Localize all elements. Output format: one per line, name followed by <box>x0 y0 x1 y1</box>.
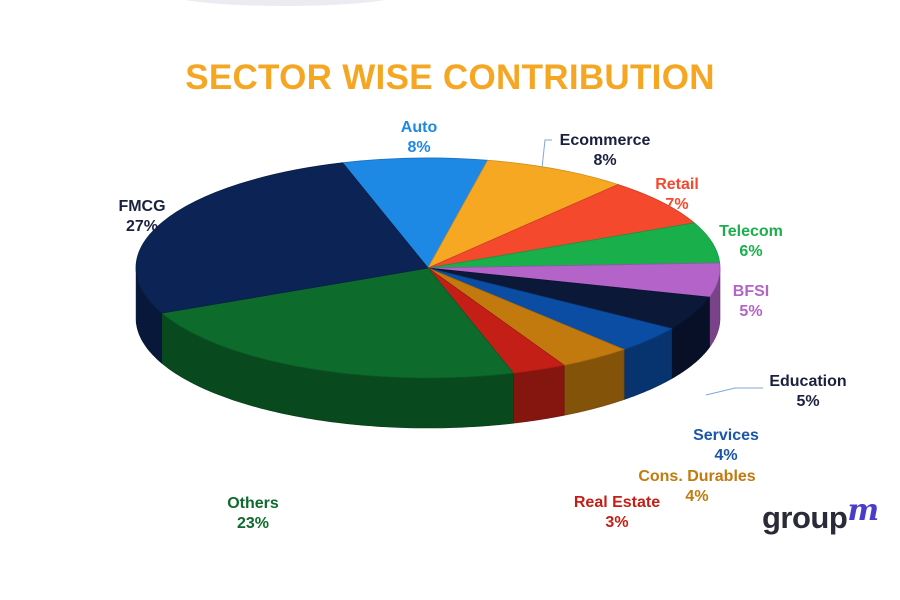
label-real-estate: Real Estate 3% <box>574 493 660 533</box>
label-retail-value: 7% <box>665 196 689 213</box>
pie-slice-fmcg <box>135 162 429 314</box>
pie-side-real-estate <box>513 364 565 424</box>
label-ecommerce-value: 8% <box>593 152 617 169</box>
label-others-name: Others <box>227 495 279 512</box>
label-cons-durables-name: Cons. Durables <box>638 468 756 485</box>
pie-slice-others <box>160 267 515 379</box>
label-auto: Auto 8% <box>401 118 437 158</box>
label-real-estate-name: Real Estate <box>573 494 661 511</box>
label-services: Services 4% <box>693 426 759 466</box>
label-education-name: Education <box>769 373 847 390</box>
label-education: Education 5% <box>769 372 846 412</box>
pie-sides <box>135 268 721 429</box>
label-telecom: Telecom 6% <box>719 222 783 262</box>
label-cons-durables: Cons. Durables 4% <box>638 467 755 507</box>
label-auto-value: 8% <box>407 139 431 156</box>
label-telecom-value: 6% <box>739 243 763 260</box>
leader-education <box>705 387 763 396</box>
groupm-logo: groupm <box>762 493 879 536</box>
pie-slice-ecommerce <box>427 159 620 269</box>
label-telecom-name: Telecom <box>719 223 783 240</box>
label-auto-name: Auto <box>400 119 438 136</box>
label-retail-name: Retail <box>655 176 699 193</box>
leader-ecommerce <box>541 139 552 169</box>
pie-top <box>135 157 721 379</box>
pie-leaders <box>541 139 763 396</box>
label-education-value: 5% <box>796 393 820 410</box>
chart-title: SECTOR WISE CONTRIBUTION <box>185 58 715 97</box>
label-retail: Retail 7% <box>655 175 699 215</box>
pie-slice-auto <box>341 157 489 269</box>
label-fmcg-value: 27% <box>125 218 159 235</box>
label-others-value: 23% <box>236 515 270 532</box>
label-bfsi: BFSI 5% <box>733 282 769 322</box>
label-bfsi-name: BFSI <box>732 283 770 300</box>
label-cons-durables-value: 4% <box>685 488 709 505</box>
decorative-smudge <box>170 0 400 6</box>
label-bfsi-value: 5% <box>739 303 763 320</box>
label-ecommerce: Ecommerce 8% <box>560 131 651 171</box>
label-others: Others 23% <box>227 494 279 534</box>
logo-text: group <box>762 500 848 535</box>
label-services-value: 4% <box>714 447 738 464</box>
label-fmcg-name: FMCG <box>118 198 166 215</box>
label-services-name: Services <box>693 427 759 444</box>
pie-slice-retail <box>427 184 696 269</box>
label-fmcg: FMCG 27% <box>118 197 165 237</box>
label-ecommerce-name: Ecommerce <box>559 132 651 149</box>
label-real-estate-value: 3% <box>605 514 629 531</box>
logo-mark: m <box>847 493 879 528</box>
